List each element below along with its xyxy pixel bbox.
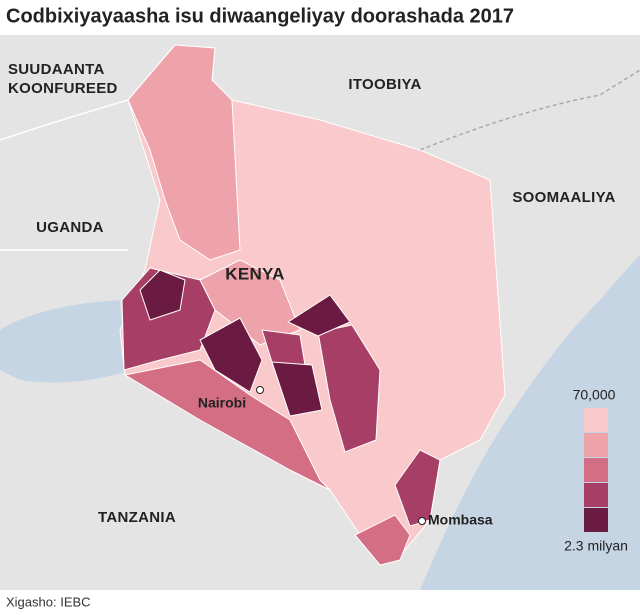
region: [317, 324, 381, 453]
region: [354, 514, 411, 566]
legend: 70,000 2.3 milyan: [564, 387, 628, 554]
city-marker: [256, 386, 264, 394]
legend-label: 70,000: [573, 387, 616, 403]
legend-swatch: [584, 508, 608, 532]
region: [394, 449, 441, 527]
borders: [0, 69, 640, 251]
legend-swatch: [584, 483, 608, 507]
title-band: [0, 0, 640, 35]
region: [124, 359, 331, 491]
legend-label: 2.3 milyan: [564, 538, 628, 554]
country-label: SUUDAANTA: [8, 61, 105, 78]
region: [139, 269, 186, 321]
country-label: SOOMAALIYA: [512, 189, 615, 206]
country-label: KENYA: [225, 264, 284, 283]
footer-band: [0, 590, 640, 615]
region: [287, 294, 351, 337]
country-label: TANZANIA: [98, 509, 176, 526]
region: [199, 317, 263, 393]
country-label: ITOOBIYA: [348, 76, 421, 93]
city-marker: [418, 517, 426, 525]
country-label: KOONFUREED: [8, 80, 118, 97]
country-label: UGANDA: [36, 219, 104, 236]
region: [271, 361, 323, 417]
source: Xigasho: IEBC: [6, 594, 91, 609]
legend-swatch: [584, 408, 608, 432]
city-label: Nairobi: [198, 395, 246, 411]
city-label: Mombasa: [428, 512, 493, 528]
region: [127, 44, 241, 261]
title: Codbixiyayaasha isu diwaangeliyay dooras…: [6, 5, 514, 27]
legend-swatch: [584, 433, 608, 457]
legend-swatch: [584, 458, 608, 482]
lake-victoria: [0, 300, 125, 383]
